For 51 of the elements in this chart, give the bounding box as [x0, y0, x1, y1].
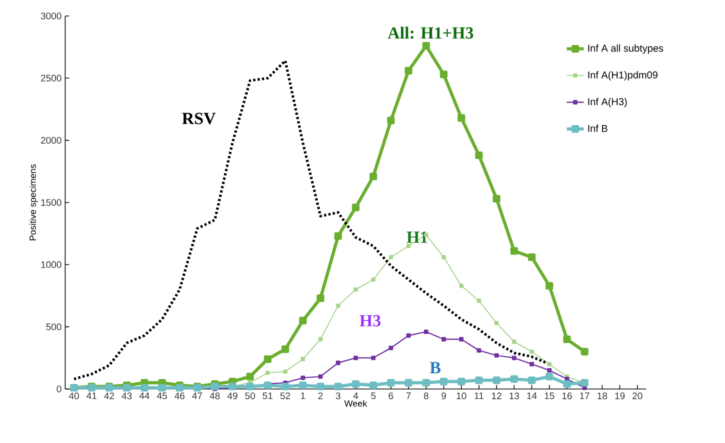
- x-tick-label: 51: [262, 392, 272, 400]
- legend-label: Inf B: [588, 124, 608, 132]
- x-tick-label: 43: [122, 392, 132, 400]
- y-axis-title: Positive specimens: [29, 164, 38, 240]
- x-tick-label: 19: [615, 392, 625, 400]
- x-tick-label: 5: [371, 392, 376, 400]
- y-tick-label: 2000: [41, 136, 62, 144]
- y-tick-label: 0: [56, 386, 62, 392]
- x-tick-label: 14: [527, 392, 537, 400]
- legend-label: Inf A all subtypes: [588, 44, 664, 54]
- x-tick-label: 46: [174, 392, 185, 400]
- x-tick-label: 45: [156, 392, 167, 400]
- x-tick-label: 4: [353, 392, 358, 400]
- x-tick-label: 13: [510, 392, 520, 400]
- x-tick-label: 47: [192, 392, 202, 400]
- legend-label: Inf A(H1)pdm09: [588, 71, 658, 80]
- y-tick-label: 3000: [40, 12, 62, 20]
- x-axis-title: Week: [344, 400, 368, 407]
- x-tick-label: 16: [562, 392, 572, 400]
- x-tick-label: 52: [280, 392, 290, 400]
- y-tick-label: 500: [46, 323, 62, 330]
- x-tick-label: 40: [68, 392, 79, 400]
- x-tick-label: 42: [104, 392, 114, 400]
- x-tick-label: 15: [544, 392, 554, 400]
- legend-label: Inf A(H3): [588, 98, 627, 108]
- x-tick-label: 18: [598, 392, 608, 400]
- x-tick-label: 12: [492, 392, 502, 400]
- x-tick-label: 7: [406, 392, 411, 400]
- y-tick-label: 1500: [41, 199, 62, 206]
- x-tick-label: 6: [388, 392, 394, 400]
- x-tick-label: 49: [227, 392, 238, 400]
- y-tick-label: 1000: [41, 261, 62, 268]
- x-tick-label: 50: [245, 392, 255, 400]
- x-tick-label: 17: [580, 392, 590, 400]
- x-tick-label: 1: [300, 392, 306, 400]
- x-tick-label: 10: [456, 392, 466, 400]
- annotation: All: H1+H3: [388, 26, 474, 39]
- y-tick-label: 2500: [41, 74, 62, 82]
- x-tick-label: 9: [442, 392, 446, 400]
- x-tick-label: 2: [318, 392, 323, 400]
- annotation: H1: [406, 232, 428, 243]
- annotation: RSV: [182, 112, 216, 124]
- x-tick-label: 41: [86, 392, 96, 400]
- x-tick-label: 44: [139, 392, 150, 400]
- x-tick-label: 20: [632, 392, 642, 400]
- x-tick-label: 48: [210, 392, 220, 400]
- x-tick-label: 3: [336, 392, 340, 400]
- x-tick-label: 11: [474, 392, 484, 400]
- x-tick-label: 8: [424, 392, 428, 400]
- annotation: B: [430, 362, 440, 374]
- annotation: H3: [360, 315, 381, 326]
